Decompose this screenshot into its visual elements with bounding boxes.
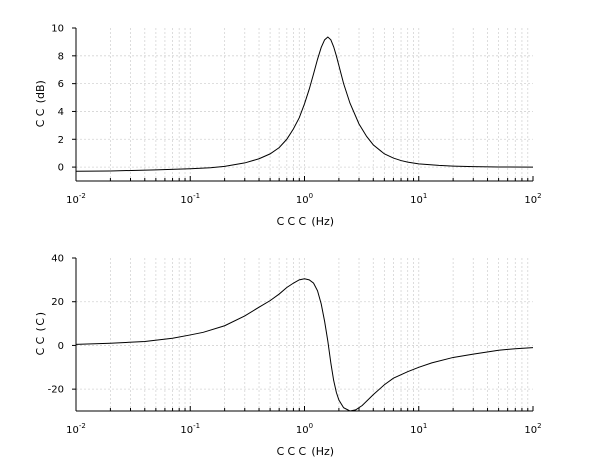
magnitude-y-tick-label: 10 (51, 24, 64, 35)
phase-x-tick-exponent: -2 (79, 422, 86, 430)
magnitude-x-tick-exponent: -1 (193, 192, 200, 200)
magnitude-y-tick-label: 8 (58, 51, 64, 62)
magnitude-x-tick-base: 10 (410, 195, 423, 206)
magnitude-x-tick-exponent: -2 (79, 192, 86, 200)
phase-x-tick-label: 101 (410, 422, 427, 436)
magnitude-y-tick-label: 2 (58, 135, 64, 146)
phase-y-tick-label: 40 (51, 254, 64, 265)
phase-series-line (75, 278, 534, 412)
magnitude-x-tick-base: 10 (524, 195, 537, 206)
phase-x-tick-exponent: 1 (423, 422, 427, 430)
phase-x-tick-base: 10 (180, 425, 193, 436)
magnitude-y-axis-label: ＣＣ (dB) (34, 80, 47, 129)
magnitude-x-tick-base: 10 (296, 195, 309, 206)
phase-y-tick-label: -20 (48, 385, 64, 396)
magnitude-y-tick-label: 0 (58, 163, 64, 174)
phase-x-tick-label: 10-2 (66, 422, 86, 436)
magnitude-x-tick-exponent: 0 (309, 192, 313, 200)
phase-x-axis-label: ＣＣＣ (Hz) (275, 445, 334, 458)
magnitude-y-tick-label: 6 (58, 79, 64, 90)
magnitude-x-tick-label: 102 (524, 192, 541, 206)
phase-x-tick-base: 10 (410, 425, 423, 436)
magnitude-x-tick-exponent: 2 (537, 192, 541, 200)
magnitude-x-axis-label: ＣＣＣ (Hz) (275, 215, 334, 228)
phase-x-tick-base: 10 (296, 425, 309, 436)
phase-x-tick-label: 102 (524, 422, 541, 436)
magnitude-x-tick-label: 10-1 (180, 192, 200, 206)
phase-x-tick-label: 100 (296, 422, 313, 436)
magnitude-x-tick-label: 100 (296, 192, 313, 206)
phase-x-tick-base: 10 (66, 425, 79, 436)
phase-x-tick-exponent: 2 (537, 422, 541, 430)
phase-x-tick-base: 10 (524, 425, 537, 436)
magnitude-x-tick-base: 10 (180, 195, 193, 206)
magnitude-series-line (75, 36, 534, 172)
magnitude-x-tick-label: 101 (410, 192, 427, 206)
phase-y-tick-label: 20 (51, 297, 64, 308)
magnitude-x-tick-exponent: 1 (423, 192, 427, 200)
magnitude-x-tick-base: 10 (66, 195, 79, 206)
phase-y-tick-label: 0 (58, 341, 64, 352)
phase-x-tick-exponent: -1 (193, 422, 200, 430)
phase-y-axis-label: ＣＣ (Ｃ) (34, 312, 47, 357)
magnitude-y-tick-label: 4 (58, 107, 64, 118)
phase-x-tick-label: 10-1 (180, 422, 200, 436)
phase-x-tick-exponent: 0 (309, 422, 313, 430)
magnitude-x-tick-label: 10-2 (66, 192, 86, 206)
